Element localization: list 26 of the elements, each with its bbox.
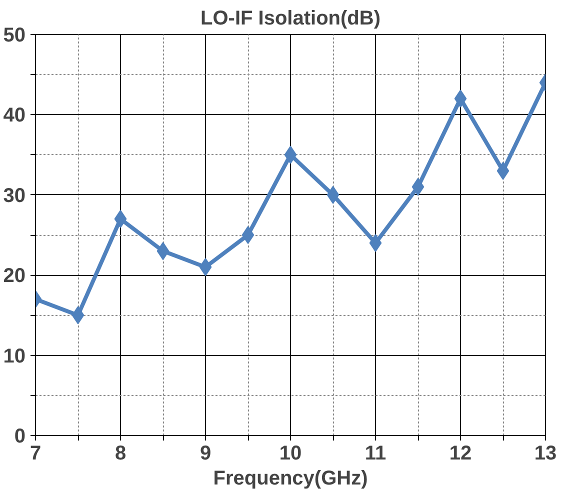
x-tick-label: 9 (200, 442, 212, 464)
x-tick-label: 13 (534, 442, 557, 464)
point (156, 242, 170, 260)
point (454, 90, 467, 108)
point (369, 234, 382, 252)
point (326, 186, 340, 204)
x-tick-label: 11 (364, 442, 386, 464)
y-tick-label: 10 (3, 345, 26, 368)
x-axis-title: Frequency(GHz) (213, 468, 368, 490)
x-tick-label: 7 (30, 442, 42, 464)
point (284, 146, 297, 164)
x-tick-label: 8 (114, 442, 126, 464)
x-tick-label: 10 (279, 442, 302, 464)
point (496, 162, 510, 180)
x-tick-label: 12 (449, 442, 472, 464)
point (114, 210, 127, 228)
point (242, 226, 254, 244)
point (412, 178, 424, 196)
y-tick-label: 30 (3, 184, 26, 207)
y-tick-label: 20 (3, 265, 26, 288)
y-tick-label: 40 (3, 104, 26, 127)
chart-title: LO-IF Isolation(dB) (200, 8, 380, 30)
point (72, 306, 84, 324)
point (199, 258, 212, 276)
y-tick-label: 0 (14, 426, 26, 448)
y-tick-label: 50 (3, 24, 26, 46)
